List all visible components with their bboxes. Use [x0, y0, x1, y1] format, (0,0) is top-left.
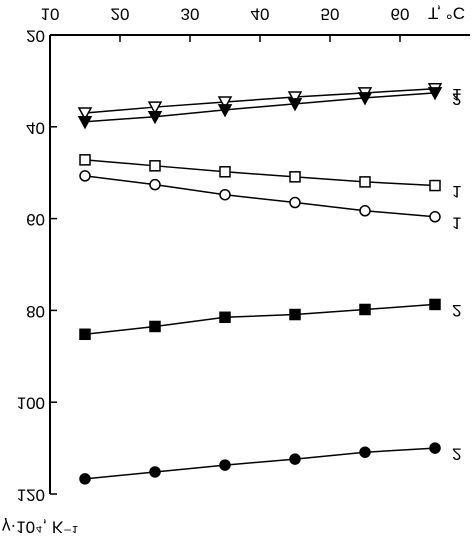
x-tick-label: 50 [321, 5, 340, 24]
marker [149, 320, 161, 333]
marker [79, 170, 91, 182]
marker [147, 101, 163, 115]
series-line [84, 303, 436, 336]
series-label: 1 [452, 85, 461, 104]
marker [219, 166, 231, 178]
series-line [84, 175, 436, 218]
x-tick-label: 40 [251, 5, 270, 24]
marker [359, 446, 371, 458]
marker [289, 196, 301, 209]
y-tick-label: 100 [17, 394, 45, 413]
marker [149, 466, 161, 478]
marker [427, 87, 443, 101]
marker [219, 311, 231, 324]
marker [149, 178, 161, 191]
series-label: 2 [452, 89, 461, 108]
marker [289, 453, 301, 465]
series-label: 1 [452, 182, 461, 201]
marker [359, 176, 371, 188]
marker [287, 91, 303, 105]
marker [77, 116, 93, 130]
y-axis-label: γ·10⁴, K⁻¹ [2, 518, 78, 537]
marker [77, 107, 93, 121]
y-tick-label: 40 [26, 118, 45, 137]
marker [289, 308, 301, 321]
marker [289, 171, 301, 183]
marker [359, 303, 371, 316]
x-tick-label: 30 [181, 5, 200, 24]
x-tick-label: 60 [391, 5, 410, 24]
marker [79, 328, 91, 341]
marker [429, 442, 441, 454]
y-tick-label: 20 [26, 27, 45, 46]
series-label: 1 [452, 213, 461, 232]
marker [357, 92, 373, 106]
marker [359, 205, 371, 217]
marker [429, 211, 441, 223]
marker [79, 154, 91, 166]
marker [219, 188, 231, 201]
marker [429, 298, 441, 311]
series-line [84, 159, 436, 187]
x-tick-label: 10 [41, 5, 60, 24]
series-label: 2 [452, 445, 461, 464]
series-label: 2 [452, 301, 461, 320]
marker [217, 96, 233, 110]
x-axis-label: T, °C [428, 4, 465, 23]
marker [219, 459, 231, 471]
series-line [84, 447, 436, 480]
y-tick-label: 80 [26, 302, 45, 321]
series-line [84, 92, 436, 123]
marker [149, 160, 161, 172]
y-tick-label: 60 [26, 210, 45, 229]
marker [429, 179, 441, 192]
marker [287, 98, 303, 112]
marker [217, 104, 233, 118]
marker [147, 110, 163, 125]
marker [79, 473, 91, 485]
y-tick-label: 120 [17, 486, 45, 505]
series-line [84, 87, 436, 114]
x-tick-label: 20 [111, 5, 130, 24]
